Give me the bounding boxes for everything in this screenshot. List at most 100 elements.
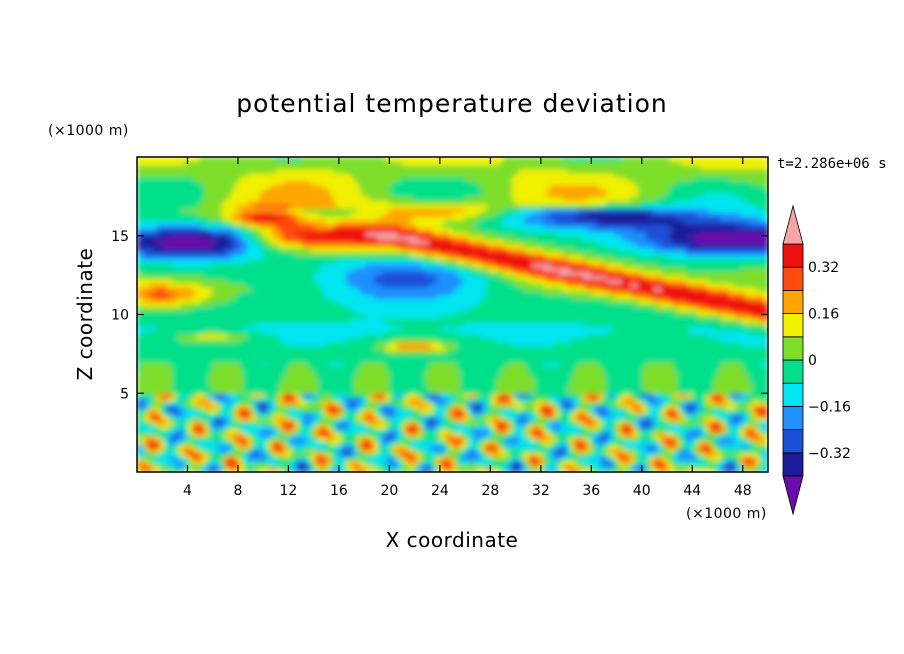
- field-cell: [389, 381, 394, 386]
- field-cell: [748, 460, 753, 465]
- field-cell: [436, 428, 442, 434]
- field-cell: [752, 385, 757, 390]
- field-cell: [235, 416, 241, 422]
- field-cell: [732, 460, 738, 465]
- field-cell: [346, 432, 351, 438]
- field-cell: [464, 361, 469, 367]
- field-cell: [574, 361, 580, 367]
- field-cell: [594, 432, 600, 438]
- field-cell: [417, 456, 422, 461]
- field-cell: [558, 377, 564, 383]
- field-cell: [243, 373, 249, 379]
- field-cell: [740, 357, 745, 363]
- field-cell: [342, 401, 347, 406]
- field-cell: [756, 357, 761, 363]
- field-cell: [298, 373, 304, 379]
- field-cell: [282, 436, 288, 442]
- field-cell: [342, 452, 347, 457]
- field-cell: [736, 428, 741, 434]
- field-cell: [278, 464, 284, 469]
- field-cell: [472, 385, 477, 390]
- field-cell: [440, 464, 446, 469]
- field-cell: [275, 440, 280, 446]
- field-cell: [740, 377, 745, 383]
- field-cell: [515, 401, 521, 406]
- field-cell: [424, 412, 430, 418]
- field-cell: [389, 460, 394, 465]
- field-cell: [322, 424, 327, 430]
- field-cell: [302, 456, 308, 461]
- field-cell: [389, 409, 394, 414]
- field-cell: [148, 393, 154, 398]
- field-cell: [539, 397, 544, 402]
- field-cell: [519, 428, 525, 434]
- field-cell: [239, 346, 245, 351]
- field-cell: [286, 456, 292, 461]
- field-cell: [188, 361, 193, 367]
- field-cell: [393, 436, 398, 442]
- field-cell: [219, 393, 225, 398]
- field-cell: [365, 349, 371, 355]
- field-cell: [290, 436, 296, 442]
- field-cell: [196, 456, 201, 461]
- field-cell: [196, 373, 201, 379]
- field-cell: [440, 361, 446, 367]
- field-cell: [582, 432, 588, 438]
- field-cell: [204, 452, 209, 457]
- field-cell: [515, 412, 521, 418]
- field-cell: [574, 405, 580, 410]
- field-cell: [156, 412, 162, 418]
- field-cell: [247, 440, 252, 446]
- field-cell: [369, 385, 375, 390]
- field-cell: [689, 424, 694, 430]
- field-cell: [637, 377, 643, 383]
- field-cell: [401, 456, 406, 461]
- field-cell: [342, 385, 347, 390]
- field-cell: [286, 409, 292, 414]
- field-cell: [389, 353, 394, 359]
- field-cell: [700, 385, 706, 390]
- field-cell: [353, 460, 359, 465]
- field-cell: [219, 353, 225, 359]
- field-cell: [448, 420, 454, 426]
- field-cell: [290, 468, 296, 472]
- field-cell: [633, 436, 639, 442]
- field-cell: [172, 349, 178, 355]
- field-cell: [685, 397, 690, 402]
- field-cell: [760, 373, 765, 379]
- field-cell: [192, 436, 197, 442]
- field-cell: [361, 405, 367, 410]
- field-cell: [507, 456, 513, 461]
- field-cell: [428, 424, 434, 430]
- field-cell: [314, 393, 320, 398]
- field-cell: [582, 357, 588, 363]
- field-cell: [200, 464, 205, 469]
- field-cell: [385, 365, 390, 371]
- field-cell: [708, 412, 714, 418]
- field-cell: [724, 424, 730, 430]
- field-cell: [716, 412, 722, 418]
- field-cell: [432, 464, 438, 469]
- field-cell: [338, 393, 343, 398]
- field-cell: [314, 412, 320, 418]
- field-cell: [251, 420, 256, 426]
- field-cell: [551, 397, 556, 402]
- field-cell: [456, 361, 461, 367]
- field-cell: [168, 444, 174, 449]
- field-cell: [239, 440, 245, 446]
- field-cell: [401, 397, 406, 402]
- field-cell: [196, 346, 201, 351]
- field-cell: [515, 397, 521, 402]
- field-cell: [294, 361, 300, 367]
- field-cell: [649, 440, 655, 446]
- field-cell: [369, 416, 375, 422]
- field-cell: [704, 397, 710, 402]
- field-cell: [720, 432, 726, 438]
- field-cell: [724, 381, 730, 386]
- field-cell: [326, 448, 331, 453]
- field-cell: [377, 373, 383, 379]
- field-cell: [137, 464, 142, 469]
- field-cell: [574, 464, 580, 469]
- field-cell: [582, 436, 588, 442]
- field-cell: [393, 349, 398, 355]
